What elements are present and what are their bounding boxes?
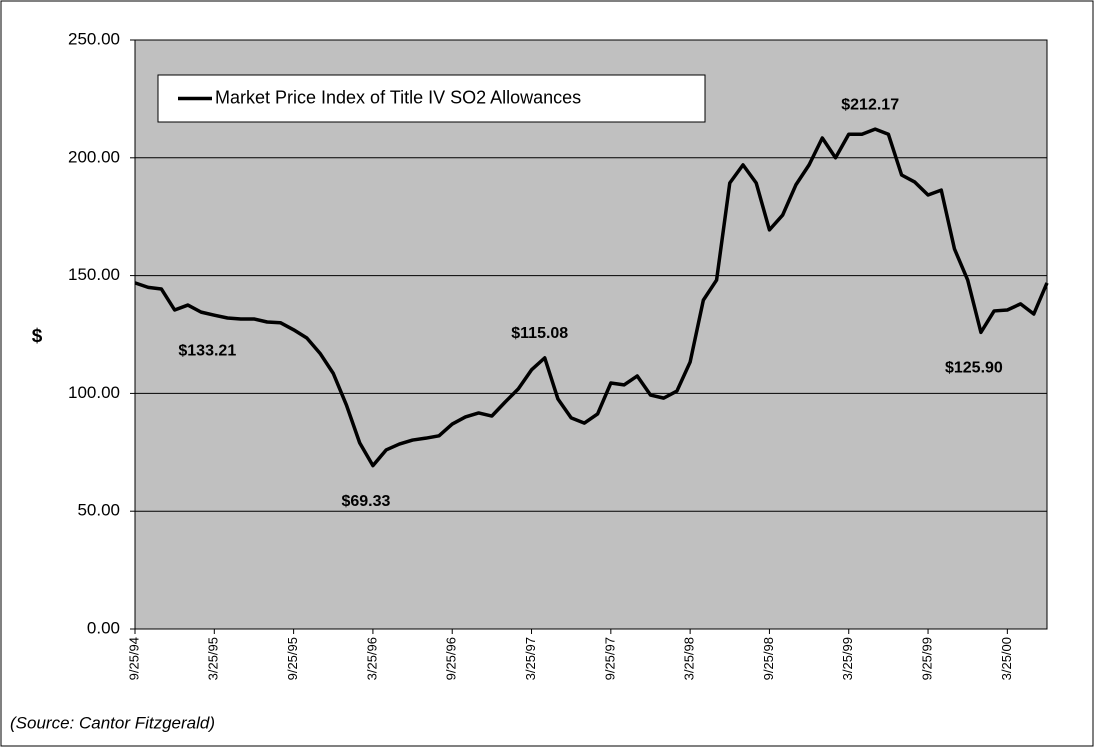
data-line [134, 127, 1049, 468]
legend-label: Market Price Index of Title IV SO2 Allow… [215, 87, 581, 107]
x-tick-label: 9/25/98 [761, 637, 776, 680]
data-label: $125.90 [945, 360, 1003, 377]
x-tick-label: 3/25/98 [682, 637, 697, 680]
x-tick-label: 9/25/96 [444, 637, 459, 680]
x-tick-label: 3/25/97 [523, 637, 538, 680]
y-tick-label: 150.00 [68, 265, 120, 284]
data-label: $212.17 [841, 96, 899, 113]
x-tick-label: 3/25/96 [364, 637, 379, 680]
y-tick-label: 200.00 [68, 147, 120, 166]
data-label: $69.33 [341, 493, 390, 510]
y-tick-label: 250.00 [68, 29, 120, 48]
legend-box [157, 74, 706, 123]
y-tick-label: 100.00 [68, 383, 120, 402]
x-tick-label: 9/25/99 [919, 637, 934, 680]
y-tick-label: 0.00 [87, 618, 120, 637]
data-label: $115.08 [511, 325, 568, 342]
source-note: (Source: Cantor Fitzgerald) [10, 713, 215, 732]
x-tick-label: 9/25/94 [126, 637, 141, 680]
y-axis-label: $ [32, 326, 43, 347]
data-label: $133.21 [178, 342, 236, 359]
x-tick-label: 3/25/95 [206, 637, 221, 680]
x-tick-label: 9/25/95 [285, 637, 300, 680]
x-tick-label: 3/25/99 [840, 637, 855, 680]
x-tick-label: 3/25/00 [999, 637, 1014, 680]
x-tick-label: 9/25/97 [602, 637, 617, 680]
plot-area [134, 39, 1048, 630]
y-tick-label: 50.00 [77, 501, 120, 520]
